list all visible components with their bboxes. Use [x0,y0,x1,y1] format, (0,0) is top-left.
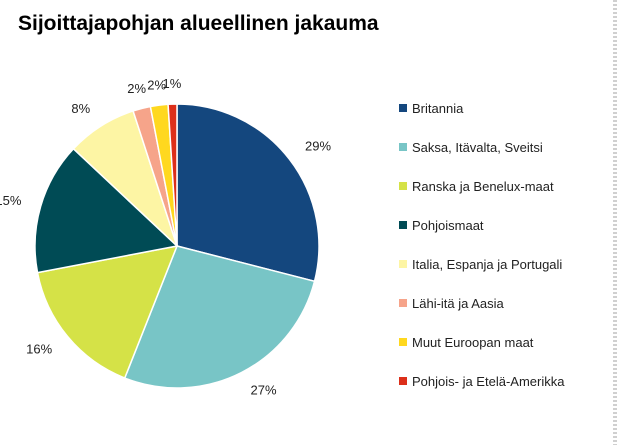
legend-swatch [399,182,407,190]
legend-swatch [399,338,407,346]
pie-data-labels: 29%27%16%15%8%2%2%1% [0,76,331,397]
pie-slice [36,245,179,380]
pie-slices [34,103,320,389]
pie-data-label: 16% [26,341,52,356]
chart-legend: Britannia Saksa, Itävalta, Sveitsi Ranska … [399,101,565,389]
legend-label: Ranska ja Benelux-maat [412,179,554,194]
legend-swatch [399,260,407,268]
pie-data-label: 29% [305,139,331,154]
legend-label: Britannia [412,101,464,116]
legend-swatch [399,143,407,151]
right-edge-border [613,0,617,445]
legend-label: Muut Euroopan maat [412,335,534,350]
legend-label: Pohjois- ja Etelä-Amerikka [412,374,565,389]
legend-swatch [399,104,407,112]
pie-data-label: 2% [147,77,166,92]
pie-slice [176,103,320,283]
pie-slice [167,103,178,247]
pie-data-label: 1% [163,76,182,91]
legend-label: Saksa, Itävalta, Sveitsi [412,140,543,155]
legend-swatch [399,377,407,385]
legend-swatch [399,299,407,307]
pie-slice [123,245,316,389]
legend-label: Italia, Espanja ja Portugali [412,257,562,272]
legend-swatch [399,221,407,229]
chart-title: Sijoittajapohjan alueellinen jakauma [18,12,379,35]
pie-data-label: 15% [0,193,22,208]
pie-data-label: 27% [251,382,277,397]
pie-data-label: 2% [127,81,146,96]
legend-label: Pohjoismaat [412,218,484,233]
legend-label: Lähi-itä ja Aasia [412,296,505,311]
pie-data-label: 8% [71,101,90,116]
pie-slice [34,147,179,274]
